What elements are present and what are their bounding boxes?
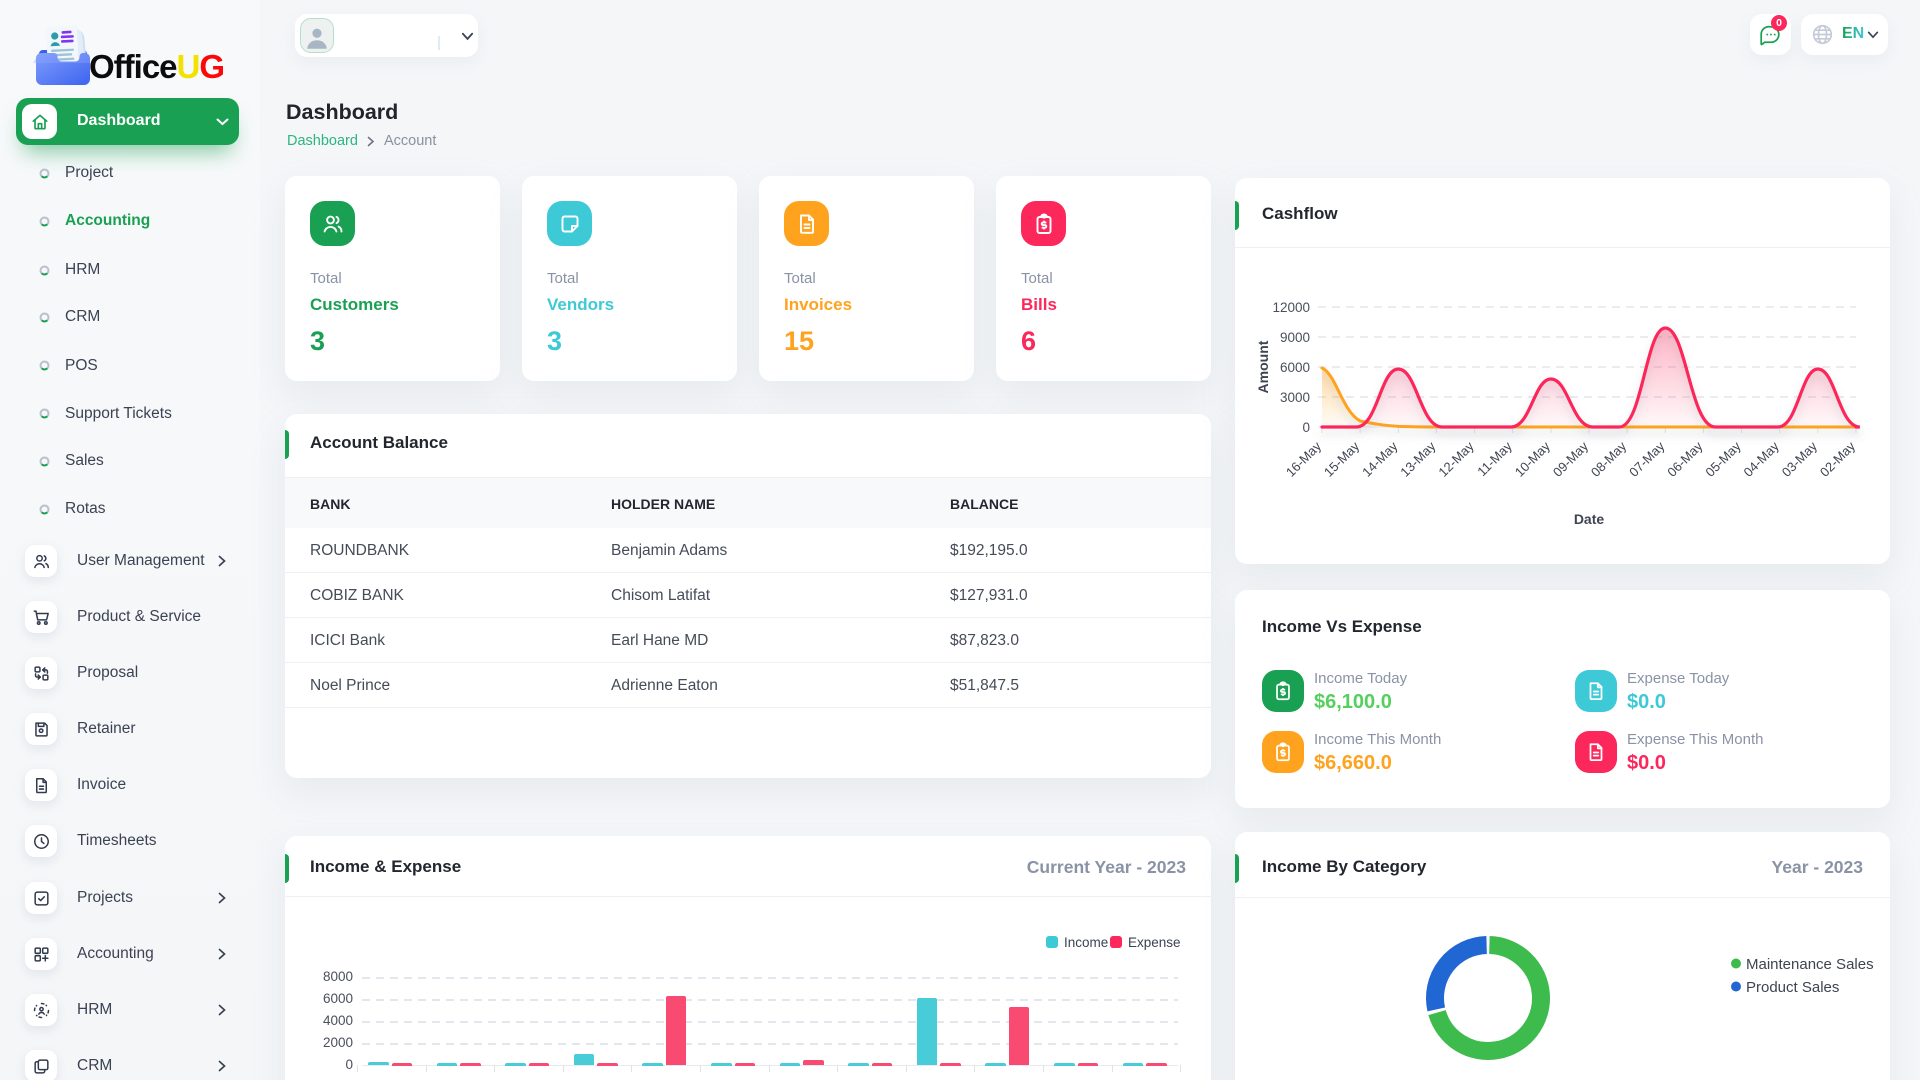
svg-text:07-May: 07-May — [1626, 438, 1668, 480]
svg-text:Amount: Amount — [1255, 340, 1271, 393]
svg-text:08-May: 08-May — [1588, 438, 1630, 480]
svg-text:3000: 3000 — [1280, 390, 1310, 405]
svg-text:16-May: 16-May — [1283, 438, 1325, 480]
svg-text:13-May: 13-May — [1397, 438, 1439, 480]
svg-text:04-May: 04-May — [1741, 438, 1783, 480]
svg-text:12000: 12000 — [1272, 300, 1310, 315]
svg-text:05-May: 05-May — [1702, 438, 1744, 480]
svg-text:09-May: 09-May — [1550, 438, 1592, 480]
svg-text:0: 0 — [1302, 420, 1310, 435]
svg-text:9000: 9000 — [1280, 330, 1310, 345]
svg-text:03-May: 03-May — [1779, 438, 1821, 480]
svg-text:Maintenance Sales: Maintenance Sales — [1746, 956, 1874, 973]
svg-text:02-May: 02-May — [1817, 438, 1859, 480]
svg-text:15-May: 15-May — [1321, 438, 1363, 480]
svg-text:6000: 6000 — [1280, 360, 1310, 375]
svg-text:Date: Date — [1574, 511, 1605, 527]
svg-text:12-May: 12-May — [1435, 438, 1477, 480]
svg-text:10-May: 10-May — [1512, 438, 1554, 480]
svg-text:Product Sales: Product Sales — [1746, 979, 1839, 996]
svg-text:11-May: 11-May — [1474, 438, 1515, 479]
svg-text:06-May: 06-May — [1664, 438, 1706, 480]
svg-text:14-May: 14-May — [1359, 438, 1401, 480]
